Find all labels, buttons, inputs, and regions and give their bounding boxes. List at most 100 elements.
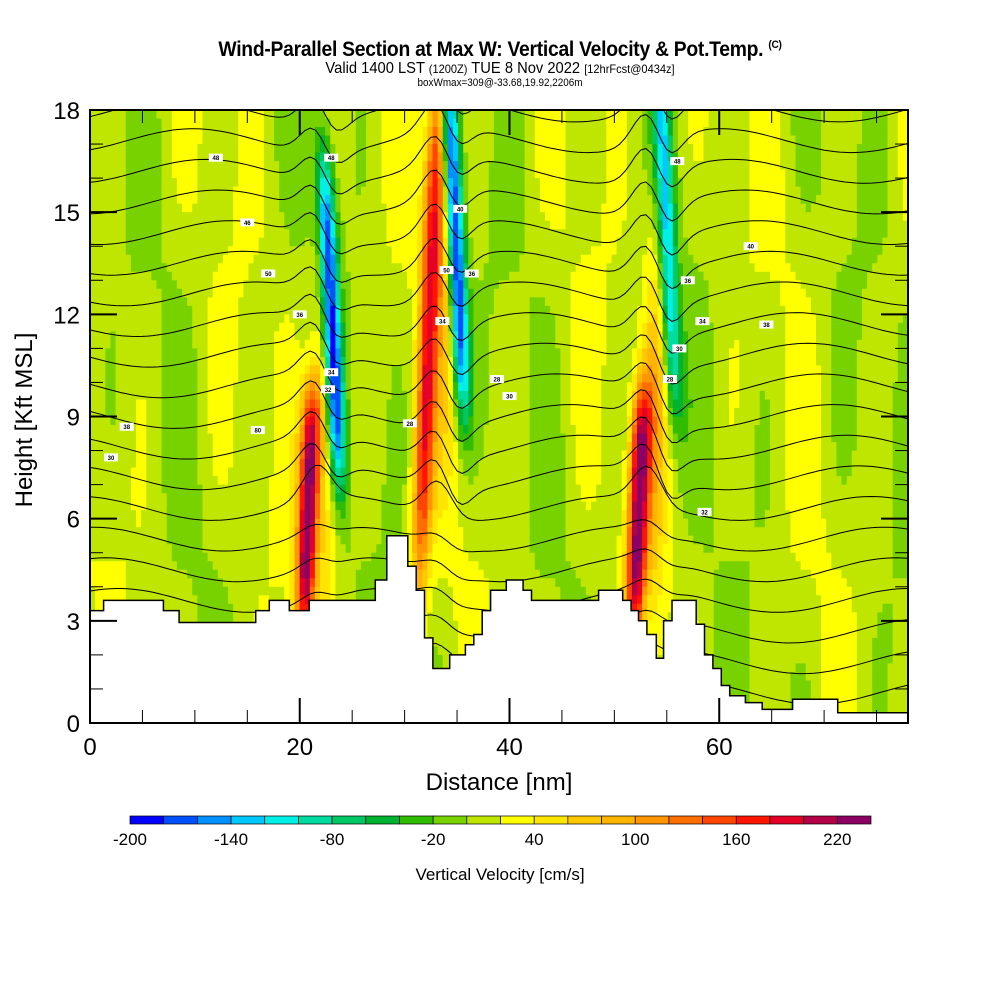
field-cell [248,450,255,460]
field-cell [233,297,239,307]
field-cell [304,169,311,179]
field-cell [248,493,255,503]
field-cell [263,229,270,239]
field-cell [233,407,239,418]
field-cell [156,178,163,188]
field-cell [340,416,347,426]
field-cell [376,416,383,426]
field-cell [100,169,106,179]
field-cell [381,195,388,205]
field-cell [136,195,142,205]
field-cell [279,280,285,290]
field-cell [248,127,255,137]
field-cell [217,535,224,545]
field-cell [136,365,142,375]
field-cell [366,195,372,205]
field-cell [432,382,439,392]
field-cell [228,127,234,137]
field-cell [166,229,173,239]
field-cell [381,459,388,469]
field-cell [120,144,127,154]
field-cell [366,280,372,290]
field-cell [325,127,331,137]
field-cell [146,161,152,171]
field-cell [146,263,152,273]
field-cell [427,305,434,315]
field-cell [243,118,250,128]
field-cell [197,314,204,324]
field-cell [304,433,311,443]
field-cell [412,501,418,511]
field-cell [309,356,316,367]
field-cell [233,561,239,571]
field-cell [432,263,439,273]
field-cell [274,220,280,230]
field-cell [366,212,372,222]
field-cell [263,544,270,554]
field-cell [427,578,434,588]
field-cell [258,348,265,358]
field-cell [171,348,178,358]
field-cell [130,152,137,162]
field-cell [197,135,204,145]
field-cell [105,220,112,230]
field-cell [192,501,198,511]
field-cell [406,280,413,290]
field-cell [197,578,204,588]
field-cell [90,314,96,324]
field-cell [417,442,423,452]
field-cell [325,254,331,264]
field-cell [207,203,214,213]
field-cell [115,407,122,418]
field-cell [90,127,96,137]
field-cell [120,322,127,332]
field-cell [95,518,101,528]
field-cell [125,382,132,392]
field-cell [350,161,357,171]
field-cell [156,535,163,545]
field-cell [217,280,224,290]
field-cell [330,229,336,239]
field-cell [95,416,101,426]
field-cell [125,144,132,154]
field-cell [401,484,408,494]
field-cell [136,144,142,154]
field-cell [212,586,219,596]
field-cell [432,612,439,622]
field-cell [243,127,250,137]
field-cell [345,586,352,596]
field-cell [100,510,106,520]
field-cell [90,586,96,596]
field-cell [192,280,198,290]
field-cell [105,433,112,443]
field-cell [187,169,193,179]
field-cell [427,331,434,341]
valid-time-local: Valid 1400 LST [325,60,425,77]
field-cell [330,552,336,562]
field-cell [212,246,219,256]
field-cell [192,569,198,579]
field-cell [299,254,306,264]
field-cell [330,195,336,205]
field-cell [427,442,434,452]
field-cell [166,331,173,341]
field-cell [110,212,117,222]
field-cell [355,569,362,579]
field-cell [376,288,383,298]
field-cell [422,212,429,222]
field-cell [376,254,383,264]
field-cell [279,186,285,196]
field-cell [182,407,188,418]
field-cell [396,510,403,520]
field-cell [207,510,214,520]
field-cell [350,195,357,205]
field-cell [320,322,326,332]
field-cell [120,467,127,477]
field-cell [396,339,403,349]
field-cell [340,280,347,290]
field-cell [151,161,158,171]
field-cell [309,433,316,443]
field-cell [396,118,403,128]
field-cell [437,399,444,409]
field-cell [120,527,127,537]
